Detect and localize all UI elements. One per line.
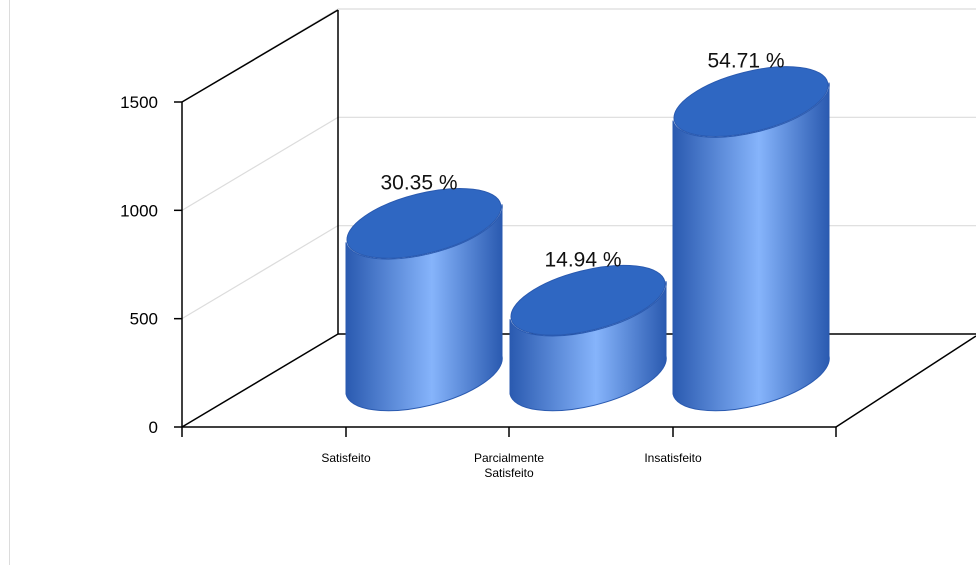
y-tick-label: 1000 bbox=[120, 201, 158, 220]
category-labels: Satisfeito Parcialmente Satisfeito Insatisf… bbox=[321, 451, 702, 480]
y-tick-label: 1500 bbox=[120, 93, 158, 112]
data-label-2: 14.94 % bbox=[544, 248, 621, 271]
category-label-3: Insatisfeito bbox=[644, 451, 702, 465]
bars bbox=[345, 66, 830, 412]
y-tick-label: 500 bbox=[130, 310, 158, 329]
x-axis-ticks bbox=[181, 427, 837, 437]
data-label-1: 30.35 % bbox=[380, 171, 457, 194]
bar-top-2 bbox=[510, 264, 666, 336]
data-labels: 30.35 % 14.94 % 54.71 % bbox=[380, 50, 784, 272]
y-tick-label: 0 bbox=[149, 418, 158, 437]
data-label-3: 54.71 % bbox=[707, 50, 784, 73]
bar-1 bbox=[345, 204, 503, 412]
bar-top-3 bbox=[673, 66, 829, 137]
category-label-1: Satisfeito bbox=[321, 451, 371, 465]
floor-right-edge bbox=[835, 335, 976, 428]
category-label-2: Parcialmente Satisfeito bbox=[474, 451, 544, 480]
bar-top-1 bbox=[346, 188, 502, 259]
y-axis-ticks: 0 500 1000 1500 bbox=[120, 93, 182, 437]
panel-left-border bbox=[0, 0, 10, 565]
gridline-side bbox=[181, 116, 339, 211]
floor-left-edge bbox=[181, 333, 339, 428]
bar-3 bbox=[672, 82, 830, 412]
gridline-side bbox=[181, 225, 339, 320]
side-wall-top-edge bbox=[181, 9, 339, 103]
bar-2 bbox=[509, 281, 667, 412]
